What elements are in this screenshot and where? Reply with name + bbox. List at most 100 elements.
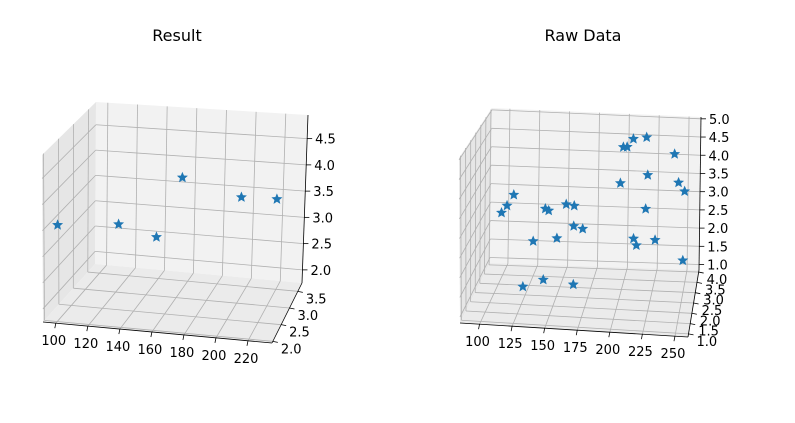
z-gridline (42, 200, 96, 258)
x-axis-line (459, 322, 689, 338)
x-tick-mark (673, 336, 676, 342)
y-gridline (73, 287, 290, 309)
y-tick-label: 3.0 (703, 294, 724, 309)
z-gridline (42, 175, 96, 231)
z-gridline (459, 164, 492, 220)
y-gridline (87, 271, 298, 292)
y-gridline (87, 109, 89, 273)
x-gridline (250, 111, 257, 279)
y-tick-mark (696, 281, 703, 284)
y-tick-mark (693, 302, 699, 305)
z-gridline (490, 238, 700, 247)
z-gridline (491, 109, 701, 120)
z-tick-label: 4.5 (709, 131, 730, 146)
y-tick-label: 4.0 (707, 273, 728, 288)
y-gridline (489, 264, 699, 273)
data-point (543, 204, 555, 216)
y-axis-line (271, 282, 303, 344)
x-tick-label: 100 (465, 335, 490, 350)
y-tick-label: 2.5 (289, 326, 310, 341)
z-gridline (42, 149, 96, 205)
z-gridline (459, 220, 491, 279)
z-tick-label: 4.5 (315, 133, 336, 148)
z-gridline (491, 183, 701, 193)
data-point (640, 203, 652, 214)
x-gridline (279, 113, 287, 282)
x-tick-mark (543, 328, 546, 334)
chart-result: Result 100 120 140 160 180 200 2202.02.53.03.5… (41, 26, 335, 367)
x-tick-label: 200 (202, 349, 227, 364)
x-gridline (193, 108, 198, 274)
data-point (501, 199, 513, 211)
data-point (527, 235, 539, 246)
z-gridline (491, 164, 701, 174)
x-gridline (609, 267, 628, 333)
y-tick-mark (297, 290, 303, 293)
z-gridline (459, 238, 491, 298)
z-tick-label: 3.5 (313, 185, 334, 200)
x-tick-mark (510, 326, 513, 332)
y-tick-mark (691, 312, 697, 315)
x-gridline (151, 272, 194, 333)
z-gridline (490, 220, 700, 229)
x-tick-mark (575, 330, 578, 336)
y-gridline (484, 117, 487, 275)
x-tick-mark (246, 340, 249, 346)
x-tick-label: 140 (105, 340, 130, 355)
data-point (52, 219, 64, 230)
data-point (113, 218, 125, 229)
x-gridline (674, 269, 688, 337)
z-gridline (95, 175, 306, 192)
chart-title: Raw Data (545, 26, 622, 45)
data-point (673, 176, 685, 188)
z-tick-label: 3.0 (708, 186, 729, 201)
x-tick-label: 250 (661, 347, 686, 362)
x-tick-mark (150, 331, 153, 338)
x-axis-line (42, 321, 273, 344)
data-point (649, 234, 661, 245)
y-tick-mark (289, 307, 295, 310)
x-tick-label: 200 (595, 343, 620, 358)
data-point (567, 278, 579, 290)
y-gridline (484, 273, 697, 283)
z-axis-line (698, 116, 702, 271)
z-tick-label: 2.5 (311, 238, 332, 253)
y-gridline (479, 282, 696, 294)
x-tick-mark (86, 326, 89, 332)
y-gridline (465, 310, 691, 324)
y-tick-label: 1.0 (697, 335, 718, 350)
data-point (495, 206, 507, 218)
z-tick-label: 4.0 (314, 159, 335, 174)
x-tick-mark (118, 328, 121, 335)
data-point (614, 177, 626, 188)
z-gridline (41, 124, 97, 179)
y-tick-mark (688, 333, 694, 336)
x-tick-mark (182, 334, 185, 341)
x-tick-label: 225 (628, 345, 653, 360)
z-gridline (458, 146, 492, 200)
z-axis-line (301, 114, 309, 284)
data-point (627, 133, 639, 144)
x-tick-label: 180 (170, 346, 195, 361)
y-gridline (479, 124, 482, 284)
z-gridline (458, 109, 493, 161)
z-gridline (491, 127, 701, 138)
x-tick-mark (54, 323, 57, 329)
y-tick-label: 2.5 (702, 304, 723, 319)
data-point (568, 199, 580, 211)
data-point (537, 273, 549, 285)
floor-pane (43, 264, 302, 343)
y-gridline (475, 292, 694, 304)
x-tick-mark (641, 334, 643, 340)
y-tick-mark (272, 340, 278, 343)
data-point (577, 223, 589, 234)
z-gridline (490, 257, 700, 265)
x-gridline (135, 104, 138, 268)
x-gridline (597, 112, 600, 267)
z-gridline (95, 225, 304, 245)
z-gridline (490, 201, 700, 211)
z-tick-label: 2.5 (708, 204, 729, 219)
y-tick-label: 3.5 (705, 283, 726, 298)
x-gridline (511, 264, 539, 327)
z-tick-label: 5.0 (709, 113, 730, 128)
